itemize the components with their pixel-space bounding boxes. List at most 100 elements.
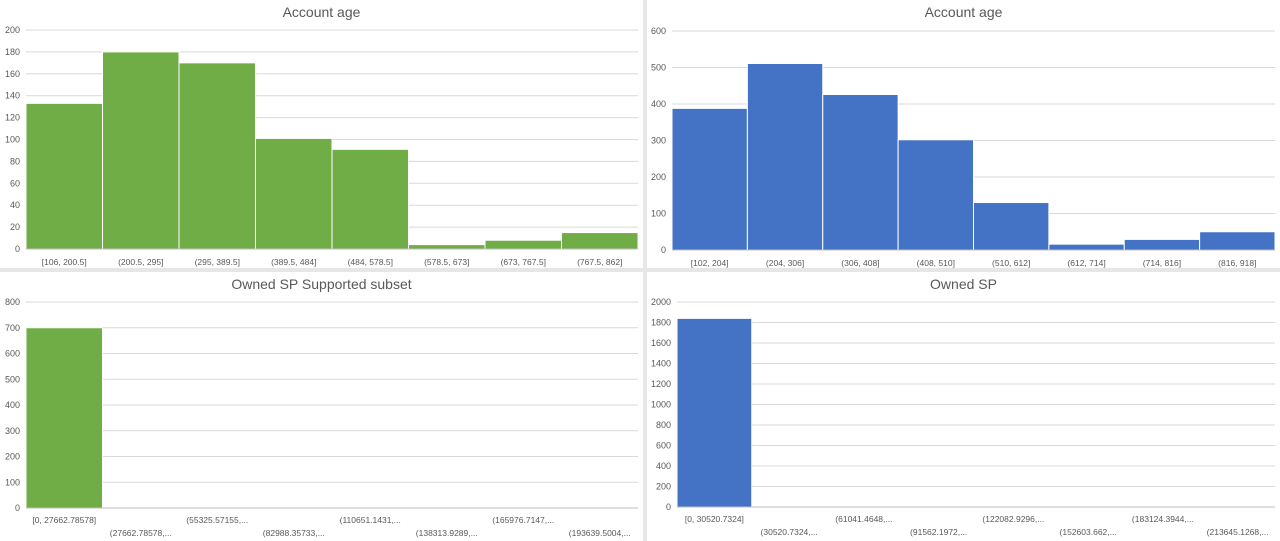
chart-plot: 0 200 400 600 800 1000 1200 1400 1600 1800 2000 [0,… <box>651 297 1275 537</box>
x-tick-label: (204, 306] <box>766 258 804 268</box>
bar <box>822 94 899 251</box>
x-tick-label: (82988.35733,... <box>263 528 325 538</box>
bar <box>102 51 180 250</box>
chart-title: Owned SP Supported subset <box>231 276 412 292</box>
y-tick-label: 200 <box>5 25 20 35</box>
chart-panel-account-age-blue: Account age 0 100 200 300 400 500 600 [102, 204… <box>647 0 1280 268</box>
x-tick-label: [0, 27662.78578] <box>32 515 96 525</box>
x-tick-label: (91562.1972,... <box>910 527 967 537</box>
y-tick-label: 180 <box>5 47 20 57</box>
y-tick-label: 500 <box>651 63 666 73</box>
y-tick-label: 400 <box>5 400 20 410</box>
y-tick-label: 600 <box>656 441 671 451</box>
x-tick-label: (122082.9296,... <box>982 514 1044 524</box>
x-tick-label: (183124.3944,... <box>1132 514 1194 524</box>
chart-title: Account age <box>282 4 361 20</box>
chart-plot: 0 20 40 60 80 100 120 140 160 180 200 [106, 200.5] (… <box>5 25 639 267</box>
y-tick-label: 800 <box>5 297 20 307</box>
chart-plot: 0 100 200 300 400 500 600 [102, 204] (204, 306] (… <box>651 26 1276 268</box>
bar <box>331 148 409 250</box>
y-tick-label: 0 <box>15 244 20 254</box>
y-tick-label: 140 <box>5 91 20 101</box>
x-tick-label: (389.5, 484] <box>271 257 316 267</box>
y-tick-label: 1600 <box>651 338 671 348</box>
x-tick-label: (165976.7147,... <box>492 515 554 525</box>
bar <box>973 202 1050 251</box>
y-tick-label: 400 <box>656 461 671 471</box>
chart-panel-owned-sp: Owned SP 0 200 400 600 800 1000 1200 1400 1600 18… <box>647 272 1280 541</box>
y-tick-label: 400 <box>651 99 666 109</box>
x-tick-label: (510, 612] <box>992 258 1030 268</box>
bar <box>25 102 103 250</box>
y-tick-label: 0 <box>15 503 20 513</box>
y-tick-label: 700 <box>5 323 20 333</box>
x-tick-label: [106, 200.5] <box>42 257 87 267</box>
bar <box>676 317 753 508</box>
y-tick-label: 300 <box>5 426 20 436</box>
y-tick-label: 500 <box>5 374 20 384</box>
x-tick-label: (578.5, 673] <box>424 257 469 267</box>
y-tick-label: 1000 <box>651 400 671 410</box>
y-tick-label: 100 <box>5 477 20 487</box>
x-tick-label: (612, 714] <box>1067 258 1105 268</box>
x-tick-label: (484, 578.5] <box>348 257 393 267</box>
x-tick-label: (152603.662,... <box>1060 527 1117 537</box>
y-tick-label: 100 <box>651 209 666 219</box>
y-tick-label: 20 <box>10 222 20 232</box>
bar <box>1123 238 1201 251</box>
y-tick-label: 60 <box>10 178 20 188</box>
x-tick-label: [102, 204] <box>691 258 729 268</box>
x-tick-label: (200.5, 295] <box>118 257 163 267</box>
bar <box>25 327 103 509</box>
x-tick-label: (816, 918] <box>1218 258 1256 268</box>
bar <box>671 107 748 251</box>
y-tick-label: 40 <box>10 200 20 210</box>
y-tick-label: 800 <box>656 420 671 430</box>
x-tick-label: [0, 30520.7324] <box>685 514 744 524</box>
x-tick-label: (673, 767.5] <box>501 257 546 267</box>
chart-title: Account age <box>924 4 1003 20</box>
x-tick-label: (61041.4648,... <box>835 514 892 524</box>
y-tick-label: 100 <box>5 135 20 145</box>
y-tick-label: 1200 <box>651 379 671 389</box>
x-tick-label: (408, 510] <box>917 258 955 268</box>
bar <box>178 62 256 250</box>
y-tick-label: 0 <box>661 245 666 255</box>
y-tick-label: 200 <box>651 172 666 182</box>
y-tick-label: 200 <box>656 482 671 492</box>
chart-title: Owned SP <box>930 276 997 292</box>
bar <box>484 239 562 250</box>
x-tick-label: (110651.1431,... <box>340 515 401 525</box>
y-tick-label: 120 <box>5 113 20 123</box>
x-tick-label: (55325.57155,... <box>186 515 248 525</box>
x-tick-label: (138313.9289,... <box>416 528 478 538</box>
x-tick-label: (767.5, 862] <box>577 257 622 267</box>
chart-plot: 0 100 200 300 400 500 600 700 800 [0, 27662.78578… <box>5 297 638 538</box>
y-tick-label: 80 <box>10 156 20 166</box>
y-tick-label: 1800 <box>651 318 671 328</box>
bar <box>408 244 486 250</box>
chart-panel-owned-sp-supported-subset: Owned SP Supported subset 0 100 200 300 400 5… <box>0 272 643 541</box>
y-tick-label: 600 <box>651 26 666 36</box>
bar <box>1048 243 1125 251</box>
y-tick-label: 600 <box>5 349 20 359</box>
x-tick-label: (306, 408] <box>841 258 879 268</box>
x-tick-label: (714, 816] <box>1143 258 1181 268</box>
x-tick-label: (27662.78578,... <box>110 528 172 538</box>
bar <box>746 62 824 251</box>
y-tick-label: 1400 <box>651 359 671 369</box>
chart-panel-account-age-green: Account age 0 20 40 60 80 100 120 140 160 180 200 [… <box>0 0 643 268</box>
x-tick-label: (193639.5004,... <box>569 528 631 538</box>
bar <box>561 232 639 250</box>
y-tick-label: 0 <box>666 502 671 512</box>
bar <box>1199 231 1276 251</box>
y-tick-label: 300 <box>651 136 666 146</box>
y-tick-label: 160 <box>5 69 20 79</box>
x-tick-label: (30520.7324,... <box>761 527 818 537</box>
y-tick-label: 200 <box>5 452 20 462</box>
bar <box>897 139 974 251</box>
x-tick-label: (213645.1268,... <box>1207 527 1269 537</box>
x-tick-label: (295, 389.5] <box>195 257 240 267</box>
y-tick-label: 2000 <box>651 297 671 307</box>
bar <box>255 137 333 250</box>
